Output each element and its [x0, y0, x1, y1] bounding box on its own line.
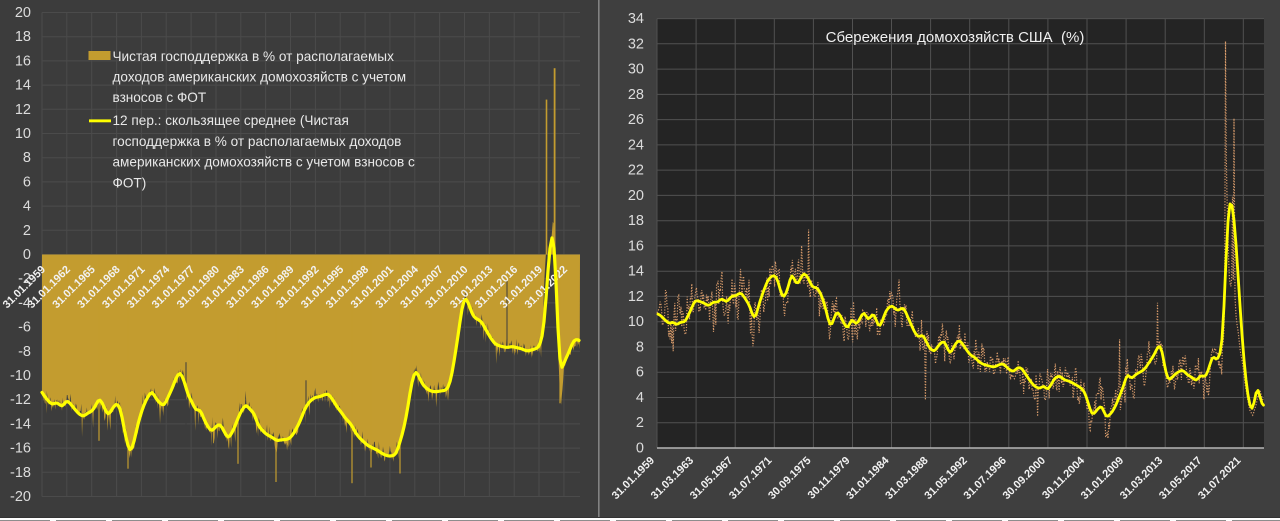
- svg-text:14: 14: [628, 264, 644, 280]
- svg-text:доходов американских домохозяй: доходов американских домохозяйств с учет…: [113, 70, 407, 85]
- svg-text:-2: -2: [18, 271, 31, 287]
- svg-text:18: 18: [628, 213, 644, 229]
- svg-text:-20: -20: [10, 489, 31, 505]
- svg-text:32: 32: [628, 36, 644, 52]
- svg-text:8: 8: [23, 150, 31, 166]
- svg-text:-8: -8: [18, 344, 31, 360]
- svg-text:господдержка в % от располагае: господдержка в % от располагаемых доходо…: [113, 134, 402, 149]
- svg-text:4: 4: [636, 390, 644, 406]
- svg-text:-18: -18: [10, 465, 31, 481]
- svg-text:24: 24: [628, 137, 644, 153]
- svg-text:30: 30: [628, 62, 644, 78]
- svg-text:28: 28: [628, 87, 644, 103]
- svg-text:14: 14: [15, 78, 31, 94]
- svg-text:Чистая господдержка в % от рас: Чистая господдержка в % от располагаемых: [113, 49, 395, 64]
- svg-text:американских домохозяйств с уч: американских домохозяйств с учетом взнос…: [113, 155, 416, 170]
- svg-text:-6: -6: [18, 320, 31, 336]
- svg-text:0: 0: [23, 247, 31, 263]
- svg-text:-14: -14: [10, 416, 31, 432]
- svg-text:8: 8: [636, 340, 644, 356]
- svg-text:20: 20: [628, 188, 644, 204]
- svg-text:12: 12: [628, 289, 644, 305]
- svg-text:34: 34: [628, 11, 644, 27]
- svg-text:взносов с ФОТ: взносов с ФОТ: [113, 90, 207, 105]
- svg-text:18: 18: [15, 29, 31, 45]
- svg-text:16: 16: [628, 238, 644, 254]
- svg-text:-12: -12: [10, 392, 31, 408]
- svg-text:20: 20: [15, 5, 31, 21]
- svg-text:10: 10: [628, 314, 644, 330]
- svg-text:-4: -4: [18, 295, 31, 311]
- svg-text:-16: -16: [10, 441, 31, 457]
- svg-text:Сбережения домохозяйств США (: Сбережения домохозяйств США (%): [826, 29, 1085, 46]
- svg-text:0: 0: [636, 441, 644, 457]
- svg-text:6: 6: [636, 365, 644, 381]
- svg-text:26: 26: [628, 112, 644, 128]
- svg-text:6: 6: [23, 174, 31, 190]
- svg-text:10: 10: [15, 126, 31, 142]
- svg-text:-10: -10: [10, 368, 31, 384]
- svg-text:22: 22: [628, 163, 644, 179]
- svg-text:12: 12: [15, 102, 31, 118]
- svg-text:2: 2: [23, 223, 31, 239]
- svg-text:16: 16: [15, 53, 31, 69]
- svg-text:ФОТ): ФОТ): [113, 176, 147, 191]
- svg-text:12 пер.: скользящее среднее (Ч: 12 пер.: скользящее среднее (Чистая: [113, 113, 349, 128]
- svg-text:4: 4: [23, 199, 31, 215]
- svg-text:2: 2: [636, 415, 644, 431]
